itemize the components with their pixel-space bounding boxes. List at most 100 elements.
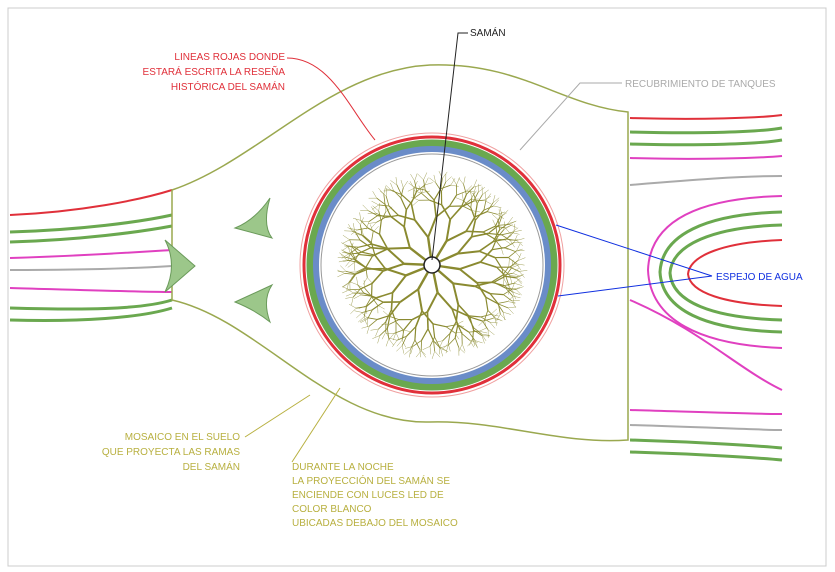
branch	[508, 286, 510, 295]
branch	[367, 309, 373, 320]
branch	[503, 294, 512, 302]
branch	[400, 179, 404, 188]
branch	[493, 199, 499, 207]
branch	[457, 324, 470, 333]
branch	[351, 271, 357, 279]
branch	[421, 350, 427, 358]
branch	[490, 292, 504, 296]
branch	[419, 349, 421, 358]
branch	[409, 349, 411, 358]
branch	[370, 232, 374, 243]
branch	[371, 243, 389, 250]
branch	[414, 219, 429, 238]
branch	[461, 333, 471, 341]
branch	[346, 282, 349, 291]
branch	[512, 291, 517, 300]
branch	[348, 304, 357, 309]
branch	[482, 318, 493, 322]
branch	[401, 345, 405, 354]
branch	[502, 266, 510, 276]
branch	[473, 327, 482, 335]
branch	[483, 205, 494, 211]
branch	[371, 296, 378, 306]
branch	[500, 246, 504, 255]
branch	[473, 191, 479, 202]
branch	[507, 306, 517, 309]
branch	[445, 176, 452, 183]
branch	[391, 274, 407, 294]
branch	[497, 301, 508, 304]
branch	[395, 321, 404, 331]
branch	[511, 300, 517, 308]
branch	[432, 323, 436, 338]
branch	[481, 335, 485, 344]
branch	[494, 238, 502, 248]
branch	[462, 205, 473, 212]
branch	[403, 226, 411, 249]
branch	[372, 335, 380, 339]
branch	[410, 346, 414, 355]
branch	[400, 187, 404, 198]
branch	[354, 289, 362, 296]
branch	[344, 245, 353, 248]
branch	[353, 223, 355, 232]
branch	[358, 243, 372, 248]
branch	[482, 225, 496, 233]
branch	[503, 221, 505, 230]
branch	[404, 349, 411, 355]
branch	[371, 204, 379, 210]
branch	[455, 304, 460, 322]
label-line: COLOR BLANCO	[292, 504, 372, 515]
branch	[362, 277, 368, 285]
branch	[496, 229, 505, 238]
branch	[400, 197, 407, 211]
branch	[348, 246, 359, 248]
branch	[490, 308, 497, 315]
branch	[365, 267, 368, 278]
label-line: QUE PROYECTA LAS RAMAS	[102, 447, 241, 458]
branch	[422, 346, 431, 350]
branch	[463, 184, 467, 195]
branch	[381, 331, 386, 340]
branch	[505, 224, 513, 229]
branch	[354, 310, 363, 313]
branch	[485, 193, 492, 201]
branch	[458, 347, 465, 354]
branch	[501, 268, 511, 276]
branch	[499, 207, 503, 216]
branch	[434, 351, 441, 358]
branch	[370, 222, 377, 229]
left-stripes	[9, 189, 173, 322]
branch	[338, 259, 347, 263]
branch	[501, 268, 505, 280]
branch	[410, 203, 416, 221]
branch	[412, 200, 419, 206]
branch	[424, 182, 433, 186]
branch	[363, 306, 367, 317]
branch	[487, 211, 498, 215]
branch	[432, 323, 447, 328]
branch	[515, 289, 522, 296]
branch	[358, 247, 372, 254]
branch	[433, 199, 437, 218]
branch	[366, 296, 372, 306]
branch	[498, 215, 503, 226]
branch	[366, 267, 384, 272]
branch	[345, 296, 354, 299]
branch	[500, 314, 507, 321]
label-line: UBICADAS DEBAJO DEL MOSAICO	[292, 518, 458, 529]
branch	[383, 262, 405, 272]
branch	[388, 333, 395, 340]
branch	[389, 319, 400, 325]
branch	[468, 331, 476, 341]
branch	[421, 190, 430, 193]
branch	[360, 318, 368, 323]
branch	[369, 319, 378, 327]
branch	[352, 230, 363, 236]
branch	[361, 251, 376, 256]
branch	[491, 274, 503, 283]
branch	[511, 281, 516, 290]
branch	[449, 206, 463, 221]
branch	[487, 329, 495, 335]
branch	[388, 205, 399, 216]
